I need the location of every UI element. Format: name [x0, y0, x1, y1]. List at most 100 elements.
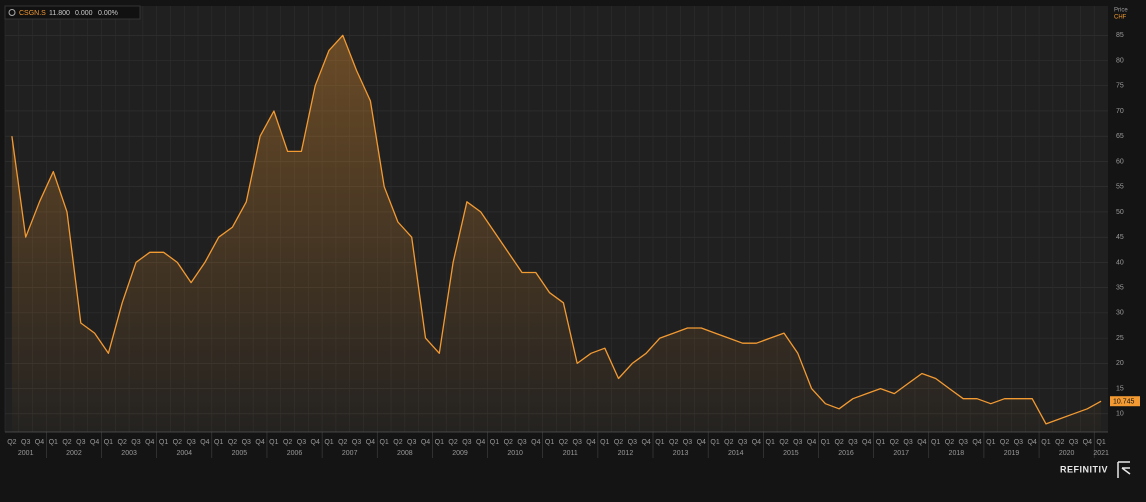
x-tick-label: Q2	[779, 439, 788, 446]
x-tick-label: Q1	[490, 439, 499, 446]
x-tick-label: Q2	[559, 439, 568, 446]
x-tick-label: Q3	[959, 439, 968, 446]
y-tick-label: 55	[1116, 184, 1124, 191]
price-line	[11, 34, 1102, 425]
x-year-label: 2012	[618, 450, 634, 457]
x-tick-label: Q1	[324, 439, 333, 446]
x-tick-label: Q3	[1014, 439, 1023, 446]
x-tick-label: Q2	[890, 439, 899, 446]
x-tick-label: Q1	[214, 439, 223, 446]
x-tick-label: Q2	[448, 439, 457, 446]
x-tick-label: Q1	[821, 439, 830, 446]
brand: REFINITIV	[1060, 464, 1108, 474]
y-tick-label: 65	[1116, 133, 1124, 140]
x-tick-label: Q2	[338, 439, 347, 446]
x-year-label: 2011	[563, 450, 578, 457]
x-tick-label: Q1	[710, 439, 719, 446]
x-tick-label: Q3	[793, 439, 802, 446]
x-tick-label: Q3	[628, 439, 637, 446]
x-tick-label: Q1	[655, 439, 664, 446]
x-year-label: 2019	[1004, 450, 1020, 457]
x-tick-label: Q1	[49, 439, 58, 446]
x-tick-label: Q4	[641, 439, 650, 446]
axis-unit: CHF	[1114, 15, 1127, 21]
x-year-label: 2001	[18, 450, 34, 457]
y-tick-label: 35	[1116, 284, 1124, 291]
x-tick-label: Q2	[7, 439, 16, 446]
x-tick-label: Q2	[669, 439, 678, 446]
x-tick-label: Q1	[931, 439, 940, 446]
x-tick-label: Q3	[738, 439, 747, 446]
x-tick-label: Q1	[1096, 439, 1105, 446]
header-icon	[8, 9, 16, 16]
x-tick-label: Q4	[697, 439, 706, 446]
x-tick-label: Q3	[462, 439, 471, 446]
x-tick-label: Q4	[476, 439, 485, 446]
x-tick-label: Q2	[614, 439, 623, 446]
x-tick-label: Q1	[159, 439, 168, 446]
y-tick-label: 40	[1116, 259, 1124, 266]
x-tick-label: Q4	[1083, 439, 1092, 446]
x-tick-label: Q3	[76, 439, 85, 446]
ric: CSGN.S	[19, 10, 46, 17]
x-year-label: 2017	[893, 450, 909, 457]
x-tick-label: Q3	[131, 439, 140, 446]
x-tick-label: Q1	[379, 439, 388, 446]
y-tick-label: 30	[1116, 310, 1124, 317]
y-tick-label: 10	[1116, 411, 1124, 418]
y-tick-label: 50	[1116, 209, 1124, 216]
area	[11, 35, 1102, 433]
x-tick-label: Q3	[297, 439, 306, 446]
x-tick-label: Q4	[807, 439, 816, 446]
x-year-label: 2018	[949, 450, 965, 457]
x-tick-label: Q1	[545, 439, 554, 446]
x-tick-label: Q3	[848, 439, 857, 446]
x-tick-label: Q1	[766, 439, 775, 446]
axis-title: Price	[1114, 8, 1128, 14]
x-tick-label: Q2	[283, 439, 292, 446]
x-year-label: 2015	[783, 450, 799, 457]
x-tick-label: Q3	[1069, 439, 1078, 446]
x-tick-label: Q1	[986, 439, 995, 446]
x-tick-label: Q4	[366, 439, 375, 446]
last: 11.800	[49, 10, 70, 17]
x-tick-label: Q4	[35, 439, 44, 446]
x-year-label: 2008	[397, 450, 413, 457]
x-tick-label: Q4	[1027, 439, 1036, 446]
x-tick-label: Q1	[1041, 439, 1050, 446]
x-year-label: 2014	[728, 450, 744, 457]
x-tick-label: Q2	[504, 439, 513, 446]
x-year-label: 2006	[287, 450, 303, 457]
x-tick-label: Q4	[972, 439, 981, 446]
x-year-label: 2020	[1059, 450, 1075, 457]
x-year-label: 2010	[507, 450, 523, 457]
x-tick-label: Q2	[945, 439, 954, 446]
x-tick-label: Q2	[173, 439, 182, 446]
y-tick-label: 45	[1116, 234, 1124, 241]
y-tick-label: 15	[1116, 385, 1124, 392]
x-tick-label: Q4	[90, 439, 99, 446]
x-tick-label: Q3	[517, 439, 526, 446]
x-tick-label: Q3	[683, 439, 692, 446]
x-tick-label: Q3	[352, 439, 361, 446]
x-tick-label: Q3	[242, 439, 251, 446]
header-box	[4, 5, 141, 20]
y-tick-label: 75	[1116, 83, 1124, 90]
price-label-box	[1110, 396, 1140, 407]
x-tick-label: Q3	[186, 439, 195, 446]
x-year-label: 2009	[452, 450, 468, 457]
x-year-label: 2002	[66, 450, 82, 457]
x-tick-label: Q3	[903, 439, 912, 446]
x-tick-label: Q4	[421, 439, 430, 446]
change: 0.000	[75, 10, 93, 17]
x-tick-label: Q3	[573, 439, 582, 446]
change-pct: 0.00%	[98, 10, 118, 17]
x-tick-label: Q2	[228, 439, 237, 446]
x-tick-label: Q3	[21, 439, 30, 446]
y-tick-label: 80	[1116, 57, 1124, 64]
x-tick-label: Q4	[145, 439, 154, 446]
x-year-label: 2007	[342, 450, 358, 457]
y-tick-label: 25	[1116, 335, 1124, 342]
